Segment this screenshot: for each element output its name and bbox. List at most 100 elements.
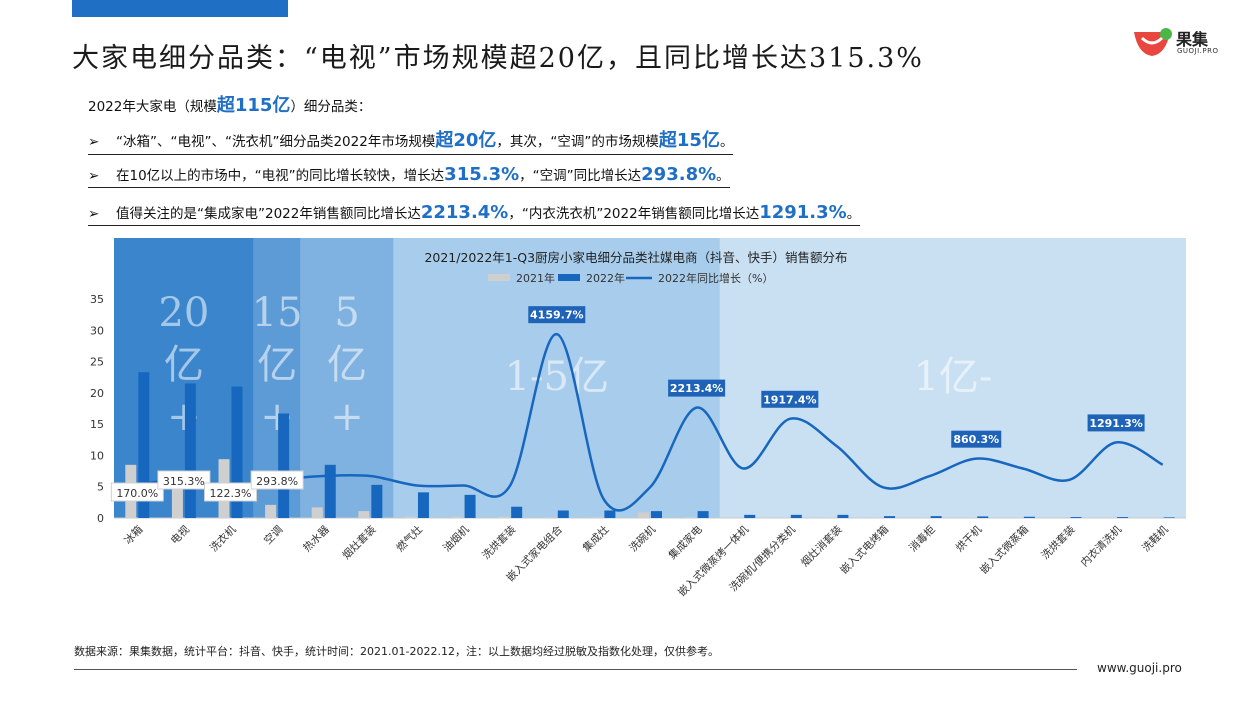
growth-label: 315.3% (163, 475, 205, 488)
bar-2021 (591, 517, 603, 518)
bar-2022 (1163, 517, 1175, 518)
legend-swatch (558, 274, 580, 281)
legend-label: 2022年 (586, 271, 625, 285)
bar-2022 (417, 492, 429, 518)
x-tick-label: 洗烘套装 (479, 523, 518, 562)
zone-label: 亿 (257, 342, 297, 388)
bar-2022 (1117, 517, 1129, 518)
bar-2022 (697, 511, 709, 518)
bar-2022 (884, 516, 896, 518)
x-tick-label: 烘干机 (953, 523, 985, 555)
x-tick-label: 消毒柜 (906, 523, 937, 554)
zone-label: 亿 (164, 342, 204, 388)
bullet-text: 。 (716, 168, 730, 184)
bullet-3: ➢ 值得关注的是“集成家电”2022年销售额同比增长达2213.4%，“内衣洗衣机… (88, 202, 861, 226)
bar-2022 (604, 510, 616, 518)
x-tick-label: 嵌入式微蒸箱 (977, 523, 1031, 577)
data-source-note: 数据来源：果集数据，统计平台：抖音、快手，统计时间：2021.01-2022.1… (74, 645, 719, 658)
bullet-highlight: 293.8% (641, 164, 717, 185)
x-tick-label: 热水器 (300, 523, 332, 555)
bar-2022 (278, 413, 290, 518)
zone-label: + (330, 394, 364, 440)
growth-label: 170.0% (116, 487, 158, 500)
sales-chart: 20亿+15亿+5亿+1-5亿 1亿-2021/2022年1-Q3厨房小家电细分品… (90, 238, 1186, 599)
bullet-text: 。 (719, 134, 734, 150)
growth-tag-box (761, 390, 819, 408)
y-tick-label: 0 (97, 512, 104, 525)
zone-label: 20 (158, 290, 209, 336)
bar-2022 (744, 514, 756, 518)
bullet-highlight: 1291.3% (759, 202, 847, 223)
bullet-arrow-icon: ➢ (88, 168, 100, 184)
y-tick-label: 25 (90, 356, 104, 369)
logo-swoosh (1140, 36, 1164, 45)
growth-label-box (110, 482, 164, 502)
bar-2021 (544, 517, 556, 518)
zone-label: 5 (334, 290, 359, 336)
bar-2021 (265, 504, 277, 518)
bullet-arrow-icon: ➢ (88, 134, 100, 150)
intro-line: 2022年大家电（规模超115亿）细分品类： (88, 91, 371, 117)
growth-tag-box (951, 430, 1002, 448)
bullet-highlight: 315.3% (444, 164, 520, 185)
y-tick-label: 15 (90, 418, 104, 431)
y-tick-label: 20 (90, 387, 104, 400)
bar-2021 (358, 511, 370, 518)
logo-name: 果集 (1176, 30, 1209, 49)
intro-suffix: ）细分品类： (290, 99, 372, 115)
bullet-text: ，“内衣洗衣机”2022年销售额同比增长达 (508, 206, 760, 222)
bar-2022 (371, 484, 383, 518)
growth-label-box (204, 482, 258, 502)
growth-tag-box (528, 306, 586, 324)
growth-label-box (157, 470, 211, 490)
bar-2021 (638, 512, 649, 518)
bar-2022 (1023, 516, 1035, 518)
bullet-highlight: 超20亿 (435, 130, 497, 151)
bar-2022 (651, 511, 662, 518)
bar-2022 (1070, 517, 1082, 518)
growth-label: 293.8% (256, 475, 298, 488)
bullet-text: 在10亿以上的市场中，“电视”的同比增长较快，增长达 (116, 168, 445, 184)
logo-leaf (1160, 28, 1172, 40)
guoji-logo (1134, 28, 1172, 56)
chart-title: 2021/2022年1-Q3厨房小家电细分品类社媒电商（抖音、快手）销售额分布 (424, 250, 847, 265)
bar-2022 (930, 516, 942, 518)
zone-label: 1亿- (913, 354, 992, 400)
zone-label: 1-5亿 (505, 354, 609, 400)
bullet-highlight: 2213.4% (420, 202, 509, 223)
bar-2021 (451, 516, 463, 518)
legend-label: 2022年同比增长（%） (658, 271, 773, 285)
footer-url: www.guoji.pro (1097, 661, 1182, 675)
x-tick-label: 烟灶套装 (340, 523, 379, 562)
bar-2021 (311, 507, 323, 518)
zone-label: 15 (252, 290, 303, 336)
x-tick-label: 冰箱 (121, 523, 145, 547)
bar-2021 (824, 517, 836, 518)
y-tick-label: 30 (90, 324, 104, 337)
y-tick-label: 10 (90, 449, 104, 462)
bar-2022 (464, 494, 476, 518)
footer-divider (74, 669, 1077, 670)
bar-2021 (684, 517, 696, 518)
page-title: 大家电细分品类：“电视”市场规模超20亿，且同比增长达315.3% (72, 43, 924, 74)
bar-2022 (790, 514, 802, 518)
x-tick-label: 洗鞋机 (1139, 523, 1171, 555)
growth-tag: 860.3% (953, 433, 999, 446)
x-tick-label: 内衣清洗机 (1078, 523, 1125, 570)
bullet-text: 值得关注的是“集成家电”2022年销售额同比增长达 (116, 206, 421, 222)
bar-2021 (404, 516, 416, 518)
zone-band (393, 238, 720, 518)
bullet-1: ➢ “冰箱”、“电视”、“洗衣机”细分品类2022年市场规模超20亿，其次，“空调… (88, 126, 734, 155)
x-tick-label: 空调 (261, 523, 285, 547)
x-tick-label: 集成家电 (666, 523, 705, 562)
x-tick-label: 洗碗机 (627, 523, 659, 555)
legend-swatch (488, 274, 510, 281)
growth-tag-box (668, 379, 726, 397)
bar-2022 (977, 516, 989, 518)
bullet-text: 。 (846, 206, 861, 222)
intro-prefix: 2022年大家电（规模 (88, 99, 217, 115)
bar-2021 (171, 485, 183, 518)
bullet-highlight: 超15亿 (658, 130, 720, 151)
bar-2022 (557, 510, 569, 518)
zone-band (300, 238, 394, 518)
